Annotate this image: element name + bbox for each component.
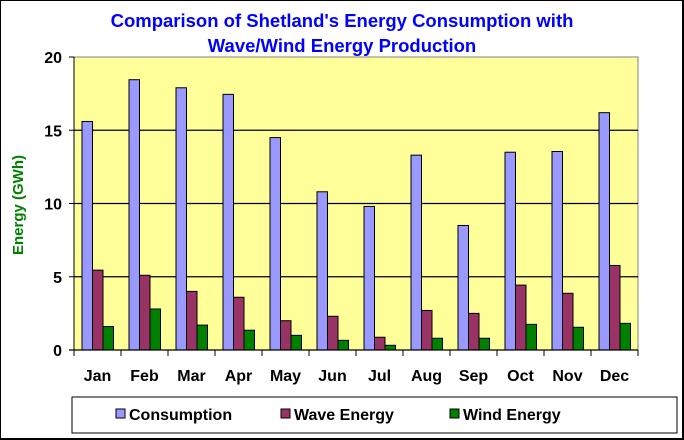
bar-consumption-feb: [128, 79, 140, 351]
bar-wave-energy-dec: [609, 264, 621, 351]
x-tick-label: Jan: [84, 368, 112, 385]
bar-wind-energy-may: [290, 334, 302, 351]
bar-consumption-nov: [551, 150, 563, 351]
bar-consumption-oct: [504, 151, 516, 351]
legend: Consumption Wave Energy Wind Energy: [71, 396, 678, 434]
bar-wave-energy-may: [280, 320, 292, 351]
bar-consumption-dec: [598, 112, 610, 351]
x-tick-label: Apr: [225, 368, 253, 385]
y-tick-label: 15: [44, 123, 62, 140]
bar-consumption-apr: [222, 93, 234, 351]
x-tick-label: Aug: [411, 368, 442, 385]
chart-title-line-2: Wave/Wind Energy Production: [208, 35, 476, 56]
bar-consumption-mar: [175, 87, 187, 351]
bars: [81, 79, 631, 351]
bar-consumption-aug: [410, 154, 422, 351]
y-axis-label: Energy (GWh): [10, 155, 27, 255]
legend-item-wind-energy: Wind Energy: [449, 407, 561, 424]
chart-title-line-1: Comparison of Shetland's Energy Consumpt…: [111, 10, 574, 31]
x-tick-label: Dec: [600, 368, 629, 385]
x-tick-label: Jun: [318, 368, 346, 385]
bar-wave-energy-aug: [421, 309, 433, 351]
legend-item-wave-energy: Wave Energy: [280, 407, 394, 424]
legend-swatch: [280, 408, 291, 419]
bar-consumption-may: [269, 137, 281, 351]
bar-consumption-sep: [457, 224, 469, 351]
bar-wind-energy-nov: [572, 326, 584, 351]
bar-consumption-jun: [316, 191, 328, 351]
bar-wave-energy-jan: [92, 269, 104, 351]
bar-wind-energy-dec: [619, 322, 631, 351]
bar-wind-energy-aug: [431, 337, 443, 351]
legend-swatch: [115, 408, 126, 419]
bar-wave-energy-mar: [186, 290, 198, 351]
bar-wind-energy-mar: [196, 324, 208, 351]
bar-wind-energy-apr: [243, 329, 255, 351]
bar-consumption-jan: [81, 120, 93, 351]
legend-label: Wind Energy: [463, 407, 561, 424]
x-tick-label: Sep: [459, 368, 489, 385]
legend-box: [71, 396, 678, 434]
x-tick-label: Nov: [552, 368, 582, 385]
x-tick-label: Jul: [368, 368, 391, 385]
y-tick-label: 0: [53, 343, 62, 360]
y-tick-label: 5: [53, 270, 62, 287]
bar-wind-energy-sep: [478, 337, 490, 351]
bar-wave-energy-jul: [374, 336, 386, 351]
y-tick-label: 20: [44, 50, 62, 67]
x-tick-label: Oct: [507, 368, 534, 385]
bar-wind-energy-oct: [525, 323, 537, 351]
legend-swatch: [449, 408, 460, 419]
bar-wind-energy-jun: [337, 339, 349, 351]
gridlines: [74, 129, 638, 278]
x-tick-label: Feb: [130, 368, 159, 385]
legend-label: Consumption: [129, 407, 232, 424]
x-tick-labels: Jan Feb Mar Apr May Jun Jul Aug Sep Oct Nov Dec: [84, 368, 630, 385]
axes: [69, 56, 639, 356]
bar-wave-energy-apr: [233, 296, 245, 351]
bar-wind-energy-feb: [149, 308, 161, 351]
bar-wave-energy-nov: [562, 292, 574, 351]
bar-wave-energy-sep: [468, 312, 480, 351]
x-tick-label: Mar: [177, 368, 205, 385]
bar-wave-energy-jun: [327, 315, 339, 351]
legend-label: Wave Energy: [294, 407, 394, 424]
legend-item-consumption: Consumption: [115, 407, 232, 424]
y-tick-labels: 0 5 10 15 20: [44, 50, 62, 360]
y-tick-label: 10: [44, 197, 62, 214]
bar-consumption-jul: [363, 205, 375, 351]
x-tick-label: May: [270, 368, 301, 385]
bar-wave-energy-oct: [515, 284, 527, 351]
bar-wave-energy-feb: [139, 274, 151, 351]
bar-wind-energy-jul: [384, 344, 396, 351]
bar-wind-energy-jan: [102, 326, 114, 351]
